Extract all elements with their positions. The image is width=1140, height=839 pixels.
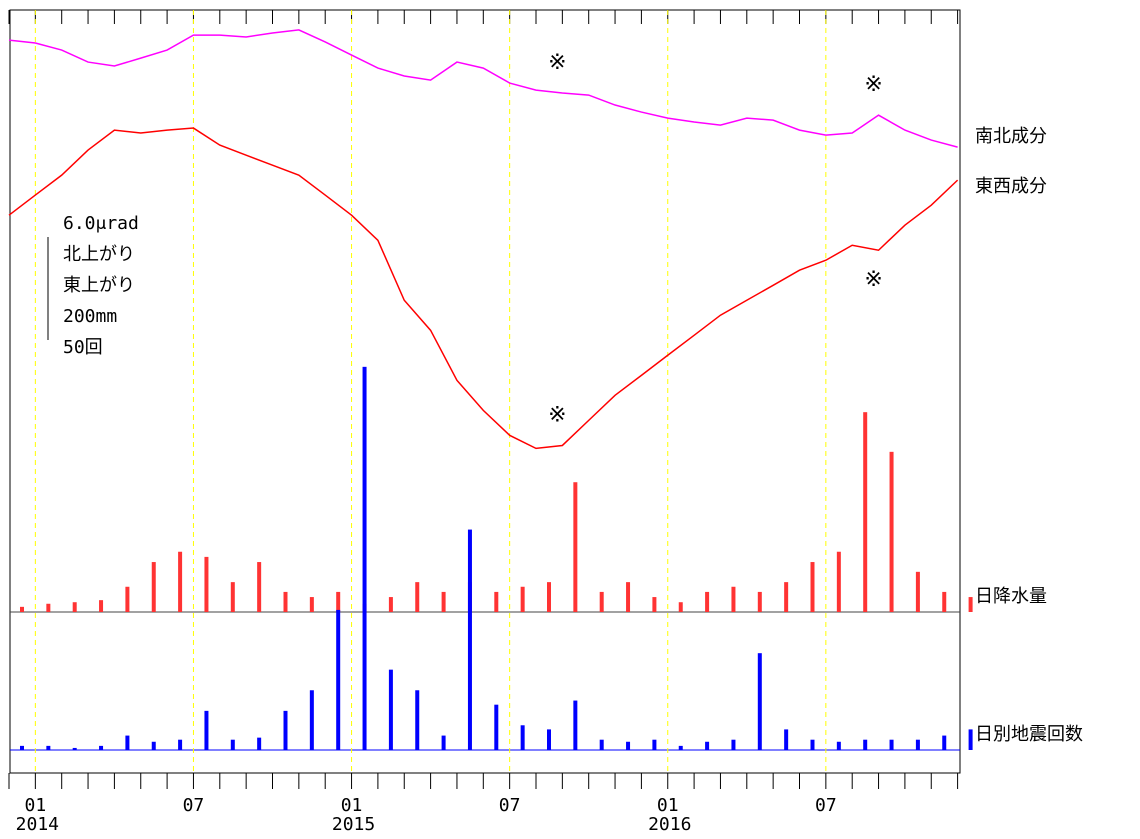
bar (441, 735, 446, 750)
bar (942, 591, 947, 612)
bar (46, 603, 51, 612)
scale-label: 東上がり (63, 275, 135, 296)
x-tick-label: 01 (341, 795, 363, 816)
bar (836, 741, 841, 750)
bar (863, 412, 868, 612)
bar (309, 597, 314, 612)
bar (547, 582, 551, 612)
bar (599, 591, 604, 612)
bar (362, 366, 367, 750)
bar (968, 729, 973, 750)
bar (626, 582, 631, 612)
bar (125, 586, 130, 612)
bar (705, 591, 710, 612)
scale-label: 6.0μrad (63, 213, 139, 234)
bar (494, 591, 499, 612)
bar (626, 741, 631, 750)
bar (257, 737, 262, 750)
bar (942, 735, 947, 750)
bar (20, 606, 24, 612)
bar (230, 582, 235, 612)
bar (573, 482, 578, 612)
bar (784, 582, 789, 612)
bar (836, 551, 841, 612)
bar (230, 739, 235, 750)
legend-label: 東西成分 (975, 176, 1047, 197)
bar (178, 551, 183, 612)
year-label: 2016 (648, 814, 691, 835)
x-tick-label: 07 (815, 795, 837, 816)
bar (810, 562, 815, 612)
bar (705, 741, 710, 750)
bar (99, 745, 104, 750)
bar (72, 602, 77, 612)
bar (678, 745, 683, 750)
bar (178, 739, 183, 750)
bar (283, 591, 288, 612)
year-label: 2014 (16, 814, 59, 835)
scale-label: 50回 (63, 337, 103, 358)
bar (652, 597, 657, 612)
bar (388, 669, 393, 750)
scale-label: 200mm (63, 306, 117, 327)
bar (99, 600, 104, 612)
bar (863, 739, 868, 750)
bar (151, 741, 156, 750)
annotation: ※ (864, 72, 882, 97)
annotation: ※ (548, 50, 566, 75)
bar (678, 602, 683, 612)
bar (494, 704, 499, 750)
annotation: ※ (548, 402, 566, 427)
year-label: 2015 (332, 814, 375, 835)
bar (547, 729, 551, 750)
bar (467, 529, 472, 750)
bar (731, 739, 736, 750)
scale-label: 北上がり (63, 244, 135, 265)
bar (388, 597, 393, 612)
bar (757, 591, 762, 612)
bar (889, 739, 894, 750)
plot-frame (9, 9, 961, 774)
bar (204, 710, 209, 750)
bar (652, 739, 657, 750)
bar (46, 745, 51, 750)
bar (915, 739, 920, 750)
x-tick-label: 07 (499, 795, 521, 816)
bar (151, 562, 156, 612)
legend-label: 日別地震回数 (975, 724, 1083, 745)
bar (889, 451, 894, 612)
bar (336, 591, 341, 612)
legend-label: 南北成分 (975, 126, 1047, 147)
bar (20, 745, 24, 750)
bar (520, 586, 525, 612)
bar (810, 739, 815, 750)
x-tick-label: 01 (657, 795, 679, 816)
bar (520, 725, 525, 750)
bar (283, 710, 288, 750)
bar (415, 690, 420, 750)
x-tick-label: 07 (183, 795, 205, 816)
bar (731, 586, 736, 612)
bar (257, 562, 262, 612)
line (8, 127, 959, 450)
annotation: ※ (864, 267, 882, 292)
bar (599, 739, 604, 750)
line (8, 29, 958, 148)
bar (573, 700, 578, 750)
bar (72, 747, 77, 750)
bar (336, 609, 341, 750)
bar (125, 735, 130, 750)
bar (915, 571, 920, 612)
bar (757, 653, 762, 750)
bar (968, 597, 973, 612)
bar (441, 591, 446, 612)
legend-label: 日降水量 (975, 586, 1047, 607)
bar (415, 582, 420, 612)
bar (784, 729, 789, 750)
bar (204, 556, 209, 612)
x-tick-label: 01 (25, 795, 47, 816)
bar (309, 690, 314, 750)
